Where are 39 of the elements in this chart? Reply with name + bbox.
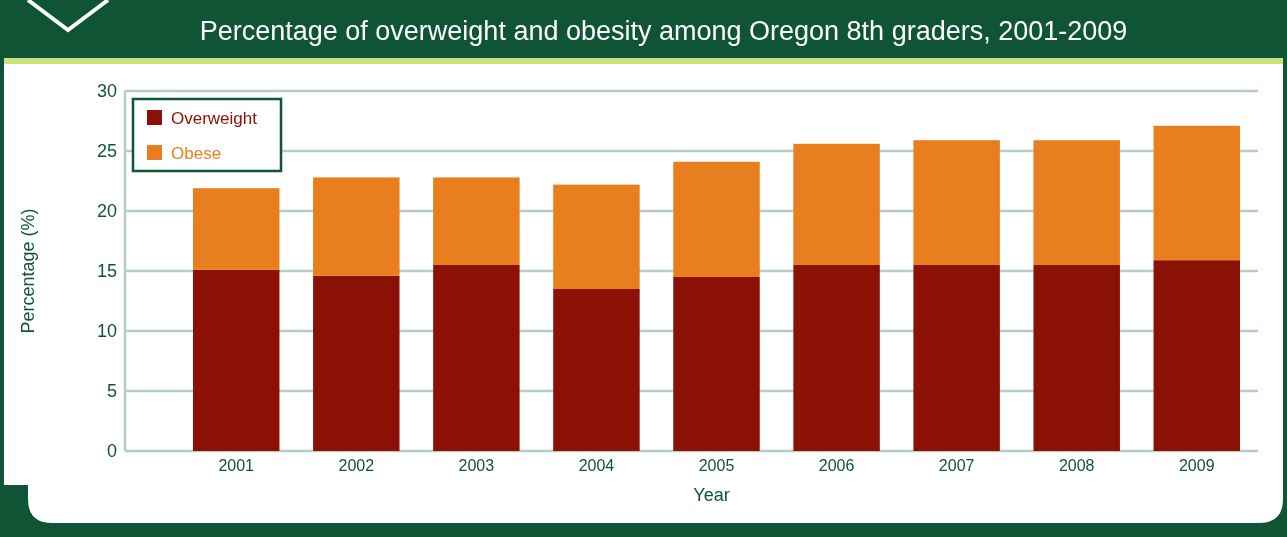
bar (1153, 260, 1240, 451)
y-tick-label: 0 (106, 441, 117, 462)
bar (673, 277, 760, 451)
bar (913, 140, 1000, 265)
bar (793, 143, 880, 265)
x-tick-label: 2006 (818, 457, 855, 474)
legend-label: Obese (171, 143, 222, 163)
bar (793, 265, 880, 451)
y-tick-label: 30 (96, 81, 117, 102)
bar (193, 188, 280, 270)
bar (433, 265, 520, 451)
y-axis-title: Percentage (%) (18, 208, 38, 334)
x-tick-label: 2008 (1058, 457, 1095, 474)
x-tick-label: 2001 (218, 457, 255, 474)
bar (1153, 125, 1240, 261)
y-tick-label: 15 (96, 261, 117, 282)
y-tick-label: 10 (96, 321, 117, 342)
bar (313, 177, 400, 276)
bar (553, 184, 640, 289)
bar (433, 177, 520, 265)
bar (193, 269, 280, 451)
x-tick-label: 2009 (1178, 457, 1215, 474)
x-tick-label: 2005 (698, 457, 735, 474)
bar (313, 275, 400, 451)
bar (1033, 140, 1120, 265)
y-tick-label: 5 (106, 381, 117, 402)
bar (1033, 265, 1120, 451)
chart-title: Percentage of overweight and obesity among Oregon 8th graders, 2001-2009 (199, 16, 1128, 46)
y-tick-label: 20 (96, 201, 117, 222)
x-tick-label: 2002 (338, 457, 375, 474)
bar (913, 265, 1000, 451)
legend-label: Overweight (171, 108, 258, 128)
x-axis-title: Year (693, 485, 730, 505)
y-tick-label: 25 (96, 141, 117, 162)
x-tick-label: 2004 (578, 457, 615, 474)
x-tick-label: 2007 (938, 457, 975, 474)
bar (673, 161, 760, 277)
bar (553, 289, 640, 451)
x-tick-label: 2003 (458, 457, 495, 474)
